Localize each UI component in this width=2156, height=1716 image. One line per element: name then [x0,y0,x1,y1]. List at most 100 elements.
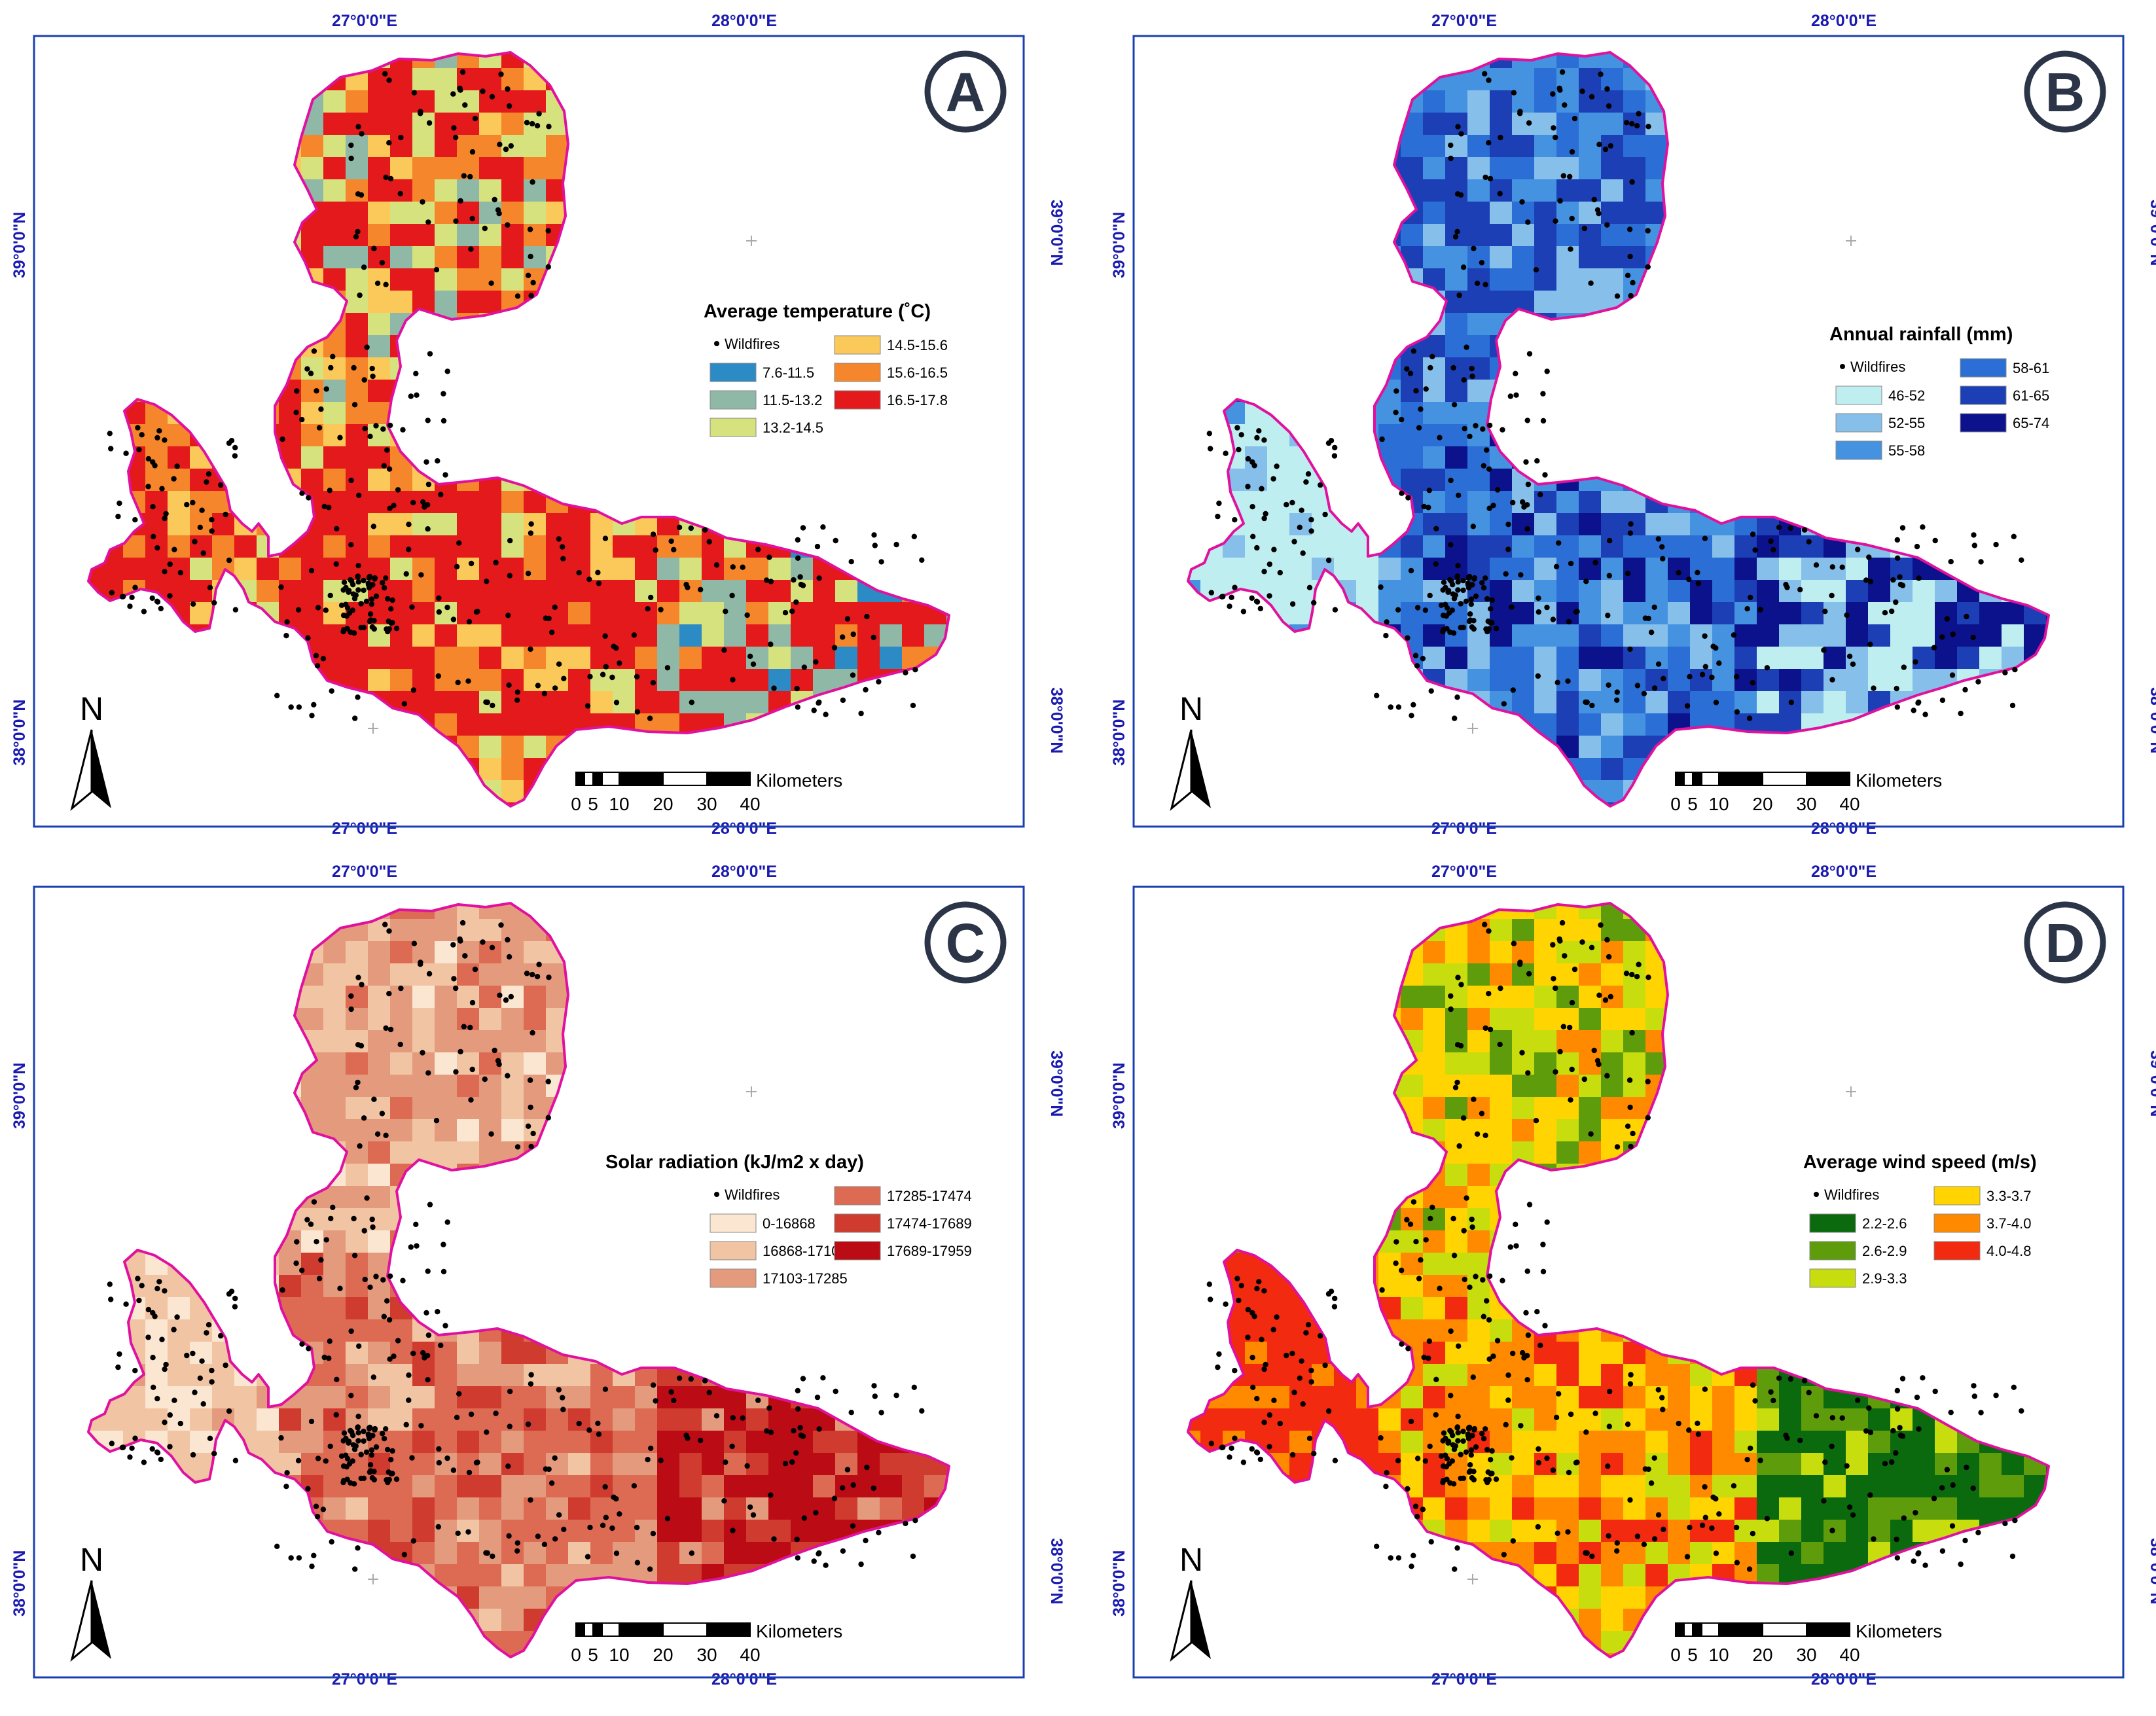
wildfire-point [689,700,695,706]
wildfire-point [1797,1437,1803,1444]
wildfire-point [1572,966,1578,973]
wildfire-point [1388,704,1393,710]
wildfire-point [1768,538,1774,545]
wildfire-point [1591,1047,1597,1054]
wildfire-point [373,1444,380,1450]
wildfire-point [1490,503,1496,509]
wildfire-point [525,1421,531,1427]
wildfire-point [506,954,512,960]
wildfire-point [1277,1420,1283,1427]
wildfire-point [1451,1446,1458,1452]
wildfire-point [450,91,456,97]
wildfire-point [1574,609,1580,615]
wildfire-point [1448,142,1454,149]
wildfire-point [1469,1224,1475,1230]
wildfire-point [1297,1375,1303,1381]
wildfire-point [1263,1361,1268,1368]
wildfire-point [1839,1415,1845,1421]
wildfire-point [1458,982,1464,988]
wildfire-point [357,1143,363,1149]
wildfire-point [1931,1495,1937,1501]
wildfire-point [316,425,323,431]
wildfire-point [602,1386,609,1392]
legend: Annual rainfall (mm)Wildfires46-5252-555… [1829,324,2049,460]
wildfire-point [505,1463,511,1469]
wildfire-point [503,146,509,152]
wildfire-point [823,1562,829,1568]
map-frame [33,885,1025,1679]
wildfire-point [1399,490,1405,496]
wildfire-point [1393,388,1399,394]
wildfire-point [1325,557,1332,563]
wildfire-point [1433,526,1439,531]
wildfire-point [546,124,552,130]
wildfire-point [1634,123,1640,129]
wildfire-point [840,1485,846,1491]
wildfire-point [648,1445,654,1452]
wildfire-point [410,499,416,506]
scale-bar-tick: 10 [1708,1645,1729,1665]
wildfire-point [355,124,361,130]
wildfire-point [480,88,486,94]
graticule-cross [746,1086,757,1097]
wildfire-point [1407,1221,1414,1227]
wildfire-point [304,366,310,372]
wildfire-point [314,1239,319,1245]
wildfire-point [740,564,746,570]
wildfire-point [107,1281,113,1287]
wildfire-point [1455,587,1461,593]
wildfire-point [795,1406,801,1412]
wildfire-point [1236,1297,1242,1304]
wildfire-point [536,961,542,967]
wildfire-point [791,1427,797,1434]
wildfire-point [372,575,378,581]
wildfire-point [357,292,363,298]
wildfire-point [507,573,512,579]
wildfire-point [1253,1449,1260,1455]
wildfire-point [831,1495,838,1501]
wildfire-point [467,173,473,180]
wildfire-point [755,546,761,552]
wildfire-point [1964,613,1969,620]
wildfire-point [1488,606,1494,612]
wildfire-point [1536,1446,1541,1452]
wildfire-point [793,599,799,605]
wildfire-point [278,1435,284,1441]
wildfire-point [1466,1469,1473,1475]
wildfire-point [1481,585,1487,591]
wildfire-point [151,533,156,539]
wildfire-point [162,1288,168,1294]
wildfire-point [1303,1330,1309,1336]
wildfire-point [764,577,770,583]
legend-swatch [1835,440,1882,460]
wildfire-point [1568,246,1573,252]
wildfire-point [833,1388,838,1395]
wildfire-point [1488,620,1494,626]
wildfire-point [800,582,806,588]
wildfire-point [1289,499,1295,506]
wildfire-point [514,1540,520,1546]
wildfire-point [365,1431,371,1437]
wildfire-point [524,971,530,976]
wildfire-point [768,1429,774,1435]
wildfire-point [1598,71,1604,77]
wildfire-point [1634,974,1640,980]
wildfire-point [1970,634,1976,641]
wildfire-point [850,1523,856,1529]
wildfire-point [1467,611,1473,617]
wildfire-point [1645,974,1651,980]
wildfire-point [1567,173,1573,180]
wildfire-point [878,559,884,565]
wildfire-point [400,1278,406,1283]
wildfire-point [713,1413,720,1419]
wildfire-point [139,432,145,438]
wildfire-point [1332,1295,1338,1302]
wildfire-point [650,1531,656,1537]
wildfire-point [1440,628,1446,635]
wildfire-point [1208,446,1213,452]
wildfire-point [530,179,535,185]
wildfire-point [1232,584,1238,590]
wildfire-point [1524,1268,1530,1274]
wildfire-point [348,542,354,548]
wildfire-point [1271,1397,1277,1403]
